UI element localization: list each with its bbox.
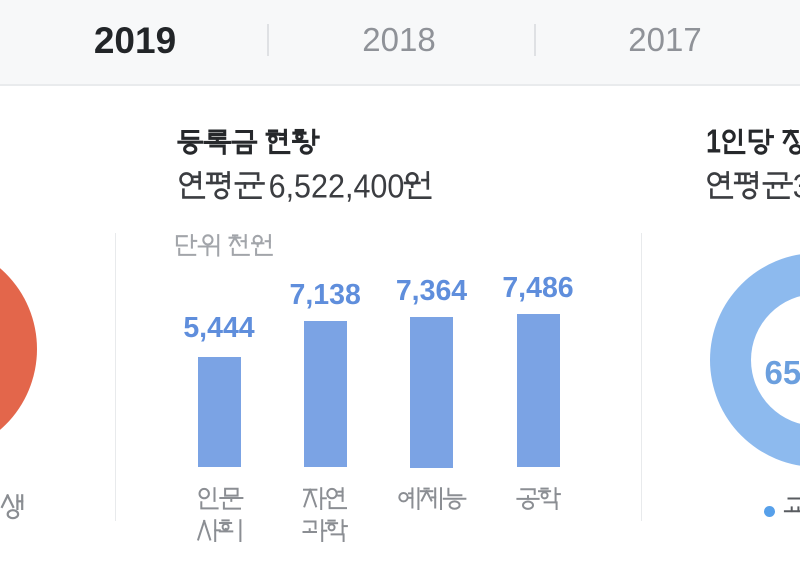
svg-text:6,522,400: 6,522,400 (268, 168, 404, 205)
svg-text:3,215,000: 3,215,000 (793, 168, 800, 205)
svg-text:1: 1 (706, 122, 721, 159)
